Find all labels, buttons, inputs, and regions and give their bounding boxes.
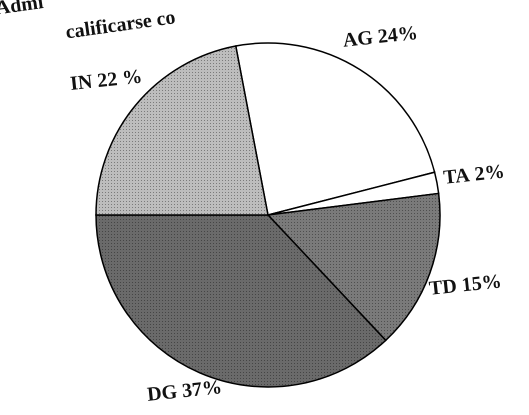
slice-label: AG 24%: [342, 22, 419, 52]
category-label: TD: [428, 275, 458, 300]
chart-title: calificarse co: [64, 6, 176, 43]
category-label: DG: [146, 380, 179, 405]
value-label: 37%: [181, 376, 223, 402]
slice-texture: [268, 193, 441, 341]
slice-label: TD 15%: [428, 270, 503, 299]
category-label: TA: [442, 164, 471, 189]
pie-slice: [234, 42, 436, 216]
value-label: 24%: [377, 22, 419, 48]
value-label: 15%: [461, 270, 503, 296]
slice-label: DG 37%: [146, 376, 223, 406]
slice-texture: [96, 215, 386, 387]
value-label: 2%: [473, 160, 505, 185]
slice-label: IN 22 %: [69, 65, 143, 94]
chart-title: Admi: [0, 0, 45, 20]
category-label: AG: [342, 26, 375, 51]
value-label: 22 %: [96, 65, 143, 92]
slice-texture: [96, 46, 268, 215]
slice-label: TA 2%: [442, 160, 505, 188]
category-label: IN: [69, 70, 94, 94]
